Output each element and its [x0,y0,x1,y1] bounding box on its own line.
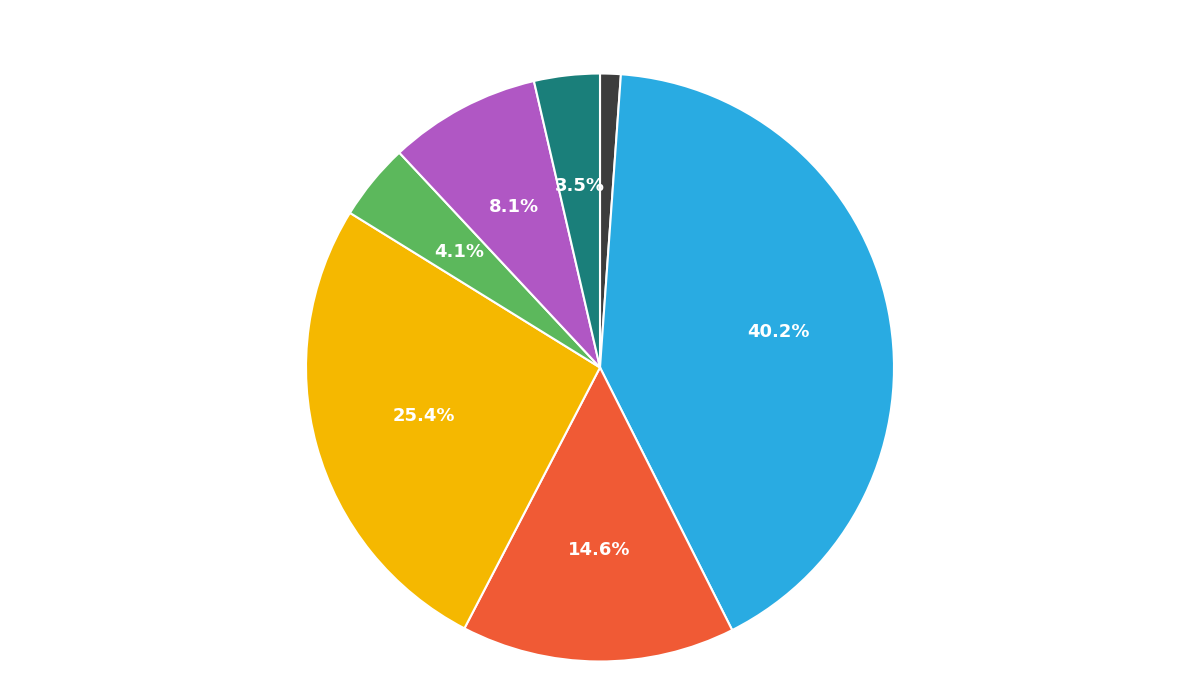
Wedge shape [306,213,600,629]
Wedge shape [534,74,600,368]
Wedge shape [600,74,894,630]
Text: 40.2%: 40.2% [748,323,810,341]
Wedge shape [600,74,620,368]
Text: 14.6%: 14.6% [568,541,630,559]
Text: 8.1%: 8.1% [490,197,540,216]
Text: 25.4%: 25.4% [394,407,456,425]
Text: 3.5%: 3.5% [554,177,605,195]
Text: 4.1%: 4.1% [434,243,484,261]
Wedge shape [400,81,600,368]
Wedge shape [350,153,600,368]
Wedge shape [464,368,732,662]
